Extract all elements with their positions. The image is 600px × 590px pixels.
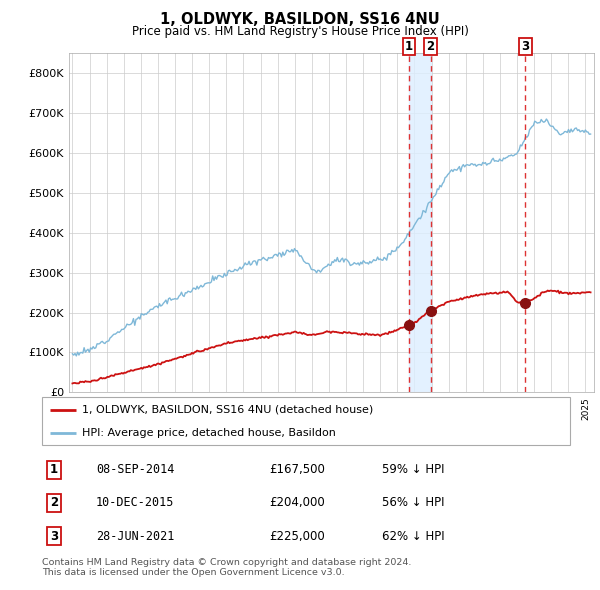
1, OLDWYK, BASILDON, SS16 4NU (detached house): [443, 299, 450, 306]
HPI: Average price, detached house, Basildon: (2e+03, 3.13e+05): Average price, detached house, Basildon:…: [239, 264, 246, 271]
Text: £167,500: £167,500: [269, 463, 325, 477]
HPI: Average price, detached house, Basildon: (2.02e+03, 5.54e+05): Average price, detached house, Basildon:…: [447, 168, 454, 175]
1, OLDWYK, BASILDON, SS16 4NU (detached house): [395, 326, 402, 333]
Bar: [409, 53, 431, 392]
Text: Contains HM Land Registry data © Crown copyright and database right 2024.
This d: Contains HM Land Registry data © Crown c…: [42, 558, 412, 577]
Text: 2: 2: [427, 40, 434, 53]
Text: 59% ↓ HPI: 59% ↓ HPI: [382, 463, 445, 477]
Text: 10-DEC-2015: 10-DEC-2015: [96, 496, 175, 510]
Text: HPI: Average price, detached house, Basildon: HPI: Average price, detached house, Basi…: [82, 428, 335, 438]
Line: 1, OLDWYK, BASILDON, SS16 4NU (detached house): 1, OLDWYK, BASILDON, SS16 4NU (detached …: [73, 290, 590, 384]
FancyBboxPatch shape: [42, 397, 570, 445]
1, OLDWYK, BASILDON, SS16 4NU (detached house): [445, 298, 452, 305]
Text: 56% ↓ HPI: 56% ↓ HPI: [382, 496, 445, 510]
1, OLDWYK, BASILDON, SS16 4NU (detached house): [131, 366, 139, 373]
Text: £204,000: £204,000: [269, 496, 325, 510]
Text: 2: 2: [50, 496, 58, 510]
Text: 1: 1: [50, 463, 58, 477]
1, OLDWYK, BASILDON, SS16 4NU (detached house): [69, 380, 76, 387]
Text: 28-JUN-2021: 28-JUN-2021: [96, 529, 175, 543]
HPI: Average price, detached house, Basildon: (2.02e+03, 5.45e+05): Average price, detached house, Basildon:…: [444, 171, 451, 178]
HPI: Average price, detached house, Basildon: (2.01e+03, 3.49e+05): Average price, detached house, Basildon:…: [275, 250, 283, 257]
HPI: Average price, detached house, Basildon: (2e+03, 9.67e+04): Average price, detached house, Basildon:…: [69, 350, 76, 358]
1, OLDWYK, BASILDON, SS16 4NU (detached house): [544, 287, 551, 294]
1, OLDWYK, BASILDON, SS16 4NU (detached house): [238, 337, 245, 344]
HPI: Average price, detached house, Basildon: (2.03e+03, 6.47e+05): Average price, detached house, Basildon:…: [587, 130, 594, 137]
HPI: Average price, detached house, Basildon: (2e+03, 1.83e+05): Average price, detached house, Basildon:…: [133, 316, 140, 323]
Text: 1, OLDWYK, BASILDON, SS16 4NU (detached house): 1, OLDWYK, BASILDON, SS16 4NU (detached …: [82, 405, 373, 415]
Line: HPI: Average price, detached house, Basildon: HPI: Average price, detached house, Basi…: [73, 119, 590, 356]
Text: £225,000: £225,000: [269, 529, 325, 543]
HPI: Average price, detached house, Basildon: (2e+03, 9.13e+04): Average price, detached house, Basildon:…: [73, 352, 80, 359]
Text: 08-SEP-2014: 08-SEP-2014: [96, 463, 175, 477]
Text: 3: 3: [50, 529, 58, 543]
Text: Price paid vs. HM Land Registry's House Price Index (HPI): Price paid vs. HM Land Registry's House …: [131, 25, 469, 38]
Text: 1, OLDWYK, BASILDON, SS16 4NU: 1, OLDWYK, BASILDON, SS16 4NU: [160, 12, 440, 27]
Text: 1: 1: [405, 40, 413, 53]
HPI: Average price, detached house, Basildon: (2.02e+03, 6.85e+05): Average price, detached house, Basildon:…: [543, 116, 550, 123]
Text: 3: 3: [521, 40, 529, 53]
Text: 62% ↓ HPI: 62% ↓ HPI: [382, 529, 445, 543]
1, OLDWYK, BASILDON, SS16 4NU (detached house): [587, 289, 594, 296]
HPI: Average price, detached house, Basildon: (2.01e+03, 3.67e+05): Average price, detached house, Basildon:…: [396, 242, 403, 250]
1, OLDWYK, BASILDON, SS16 4NU (detached house): [274, 332, 281, 339]
